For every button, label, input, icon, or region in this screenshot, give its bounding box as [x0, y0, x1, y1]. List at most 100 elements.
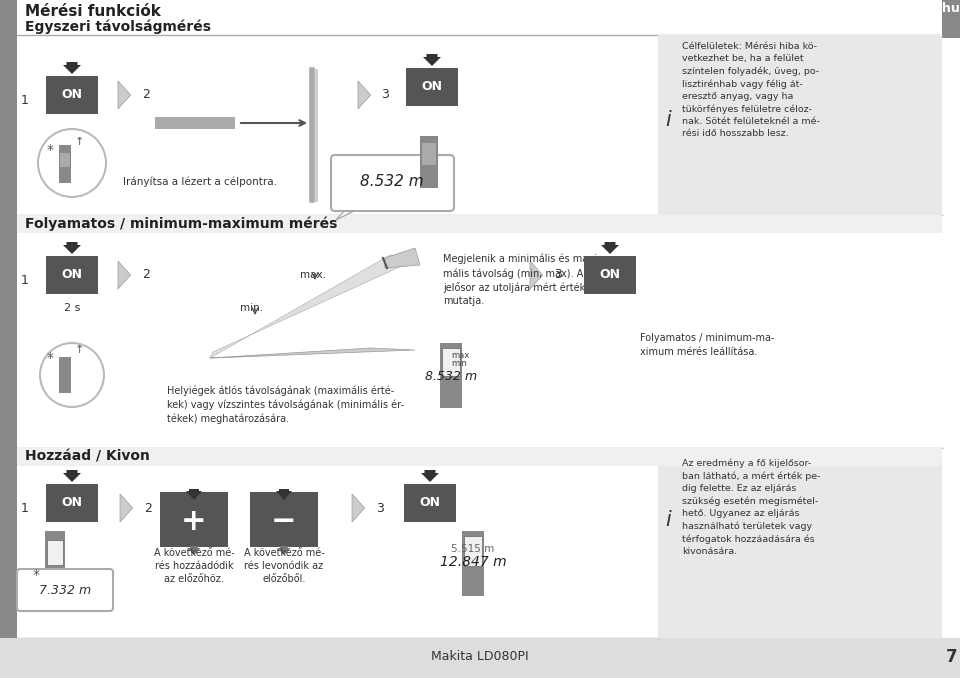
Text: Az eredmény a fő kijelősor-
ban látható, a mért érték pe-
dig felette. Ez az elj: Az eredmény a fő kijelősor- ban látható,…: [682, 458, 821, 556]
FancyArrow shape: [63, 242, 81, 254]
FancyBboxPatch shape: [0, 0, 17, 678]
FancyBboxPatch shape: [59, 357, 71, 393]
Polygon shape: [118, 81, 131, 109]
Polygon shape: [385, 248, 420, 268]
Text: ON: ON: [421, 81, 443, 94]
Circle shape: [38, 129, 106, 197]
Text: ON: ON: [61, 496, 83, 509]
Text: Helyiégek átlós távolságának (maximális érté-
kek) vagy vízszintes távolságának : Helyiégek átlós távolságának (maximális …: [167, 386, 404, 424]
FancyBboxPatch shape: [0, 638, 960, 678]
Polygon shape: [336, 207, 362, 220]
Text: 2 s: 2 s: [63, 303, 81, 313]
FancyBboxPatch shape: [160, 492, 228, 547]
Polygon shape: [118, 261, 131, 289]
Circle shape: [40, 343, 104, 407]
Text: *: *: [46, 351, 54, 365]
FancyBboxPatch shape: [584, 256, 636, 294]
Text: Mérési funkciók: Mérési funkciók: [25, 3, 161, 18]
Text: hu: hu: [942, 3, 960, 16]
Text: 8.532 m: 8.532 m: [360, 174, 423, 189]
FancyArrow shape: [63, 62, 81, 74]
Text: max: max: [451, 351, 469, 361]
FancyArrow shape: [601, 242, 619, 254]
FancyBboxPatch shape: [17, 35, 942, 215]
Polygon shape: [120, 494, 132, 522]
FancyBboxPatch shape: [46, 484, 98, 522]
Text: +: +: [181, 506, 206, 536]
FancyArrow shape: [276, 489, 292, 500]
Text: min: min: [451, 359, 467, 369]
Text: ON: ON: [420, 496, 441, 509]
FancyBboxPatch shape: [17, 448, 942, 466]
Polygon shape: [530, 261, 542, 289]
FancyBboxPatch shape: [17, 0, 942, 35]
Text: ↑: ↑: [74, 137, 84, 147]
Text: *: *: [33, 568, 39, 582]
Text: *: *: [46, 143, 54, 157]
FancyBboxPatch shape: [60, 153, 70, 167]
Polygon shape: [352, 494, 365, 522]
FancyBboxPatch shape: [0, 638, 960, 678]
FancyBboxPatch shape: [942, 0, 960, 38]
Text: 12.847 m: 12.847 m: [440, 555, 506, 569]
FancyBboxPatch shape: [422, 143, 436, 165]
Text: 7: 7: [947, 648, 958, 666]
FancyArrow shape: [63, 470, 81, 482]
FancyBboxPatch shape: [462, 531, 484, 596]
Text: ON: ON: [61, 268, 83, 281]
Text: 1: 1: [21, 94, 29, 106]
Text: Irányítsa a lézert a célpontra.: Irányítsa a lézert a célpontra.: [123, 177, 277, 187]
FancyBboxPatch shape: [440, 343, 462, 408]
Text: 3: 3: [376, 502, 384, 515]
FancyBboxPatch shape: [47, 540, 63, 565]
FancyBboxPatch shape: [442, 348, 460, 376]
Text: Célfelületek: Mérési hiba kö-
vetkezhet be, ha a felület
színtelen folyadék, üve: Célfelületek: Mérési hiba kö- vetkezhet …: [682, 42, 820, 138]
Text: 2: 2: [142, 89, 150, 102]
Text: 1: 1: [21, 502, 29, 515]
FancyBboxPatch shape: [155, 117, 235, 129]
FancyBboxPatch shape: [331, 155, 454, 211]
Text: 3: 3: [554, 268, 562, 281]
Text: max.: max.: [300, 270, 326, 280]
Text: i: i: [665, 110, 671, 130]
Text: 1: 1: [21, 273, 29, 287]
FancyBboxPatch shape: [658, 448, 942, 638]
FancyArrow shape: [277, 546, 291, 555]
Text: ↑: ↑: [74, 345, 84, 355]
Text: ON: ON: [599, 268, 620, 281]
FancyBboxPatch shape: [406, 68, 458, 106]
FancyArrow shape: [423, 54, 441, 66]
FancyBboxPatch shape: [17, 569, 113, 611]
FancyBboxPatch shape: [404, 484, 456, 522]
Text: Hozzáad / Kivon: Hozzáad / Kivon: [25, 450, 150, 464]
FancyArrow shape: [421, 470, 439, 482]
Text: Folyamatos / minimum-ma-
ximum mérés leállítása.: Folyamatos / minimum-ma- ximum mérés leá…: [640, 334, 775, 357]
FancyBboxPatch shape: [45, 531, 65, 593]
Text: 3: 3: [381, 89, 389, 102]
FancyArrow shape: [187, 546, 201, 555]
FancyBboxPatch shape: [658, 35, 942, 215]
FancyBboxPatch shape: [250, 492, 318, 547]
Text: min.: min.: [240, 303, 263, 313]
Text: A következő mé-
rés levonódik az
előzőből.: A következő mé- rés levonódik az előzőbő…: [244, 548, 324, 584]
Polygon shape: [210, 255, 415, 358]
Text: 2: 2: [144, 502, 152, 515]
Text: i: i: [665, 510, 671, 530]
Text: 7.332 m: 7.332 m: [39, 584, 91, 597]
Text: Makita LD080PI: Makita LD080PI: [431, 650, 529, 664]
Text: Egyszeri távolságmérés: Egyszeri távolságmérés: [25, 20, 211, 35]
FancyBboxPatch shape: [46, 76, 98, 114]
Text: ON: ON: [61, 89, 83, 102]
Text: 8.532 m: 8.532 m: [425, 370, 477, 382]
Text: −: −: [272, 506, 297, 536]
FancyBboxPatch shape: [464, 536, 482, 566]
Polygon shape: [358, 81, 371, 109]
FancyArrow shape: [186, 489, 202, 500]
Polygon shape: [210, 348, 415, 358]
FancyBboxPatch shape: [17, 448, 942, 638]
FancyBboxPatch shape: [17, 215, 942, 448]
FancyBboxPatch shape: [46, 256, 98, 294]
Text: A következő mé-
rés hozzáadódik
az előzőhöz.: A következő mé- rés hozzáadódik az előző…: [154, 548, 234, 584]
FancyBboxPatch shape: [59, 145, 71, 183]
Text: Folyamatos / minimum-maximum mérés: Folyamatos / minimum-maximum mérés: [25, 217, 337, 231]
